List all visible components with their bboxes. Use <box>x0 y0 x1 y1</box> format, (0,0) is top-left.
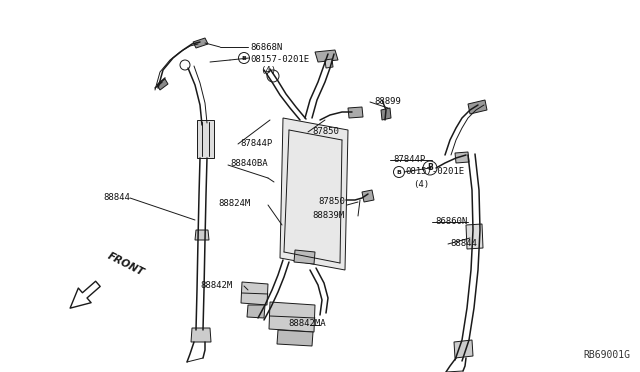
Polygon shape <box>157 79 168 90</box>
Text: 88844: 88844 <box>103 192 130 202</box>
Polygon shape <box>348 107 363 118</box>
Polygon shape <box>241 282 268 305</box>
Text: 88844: 88844 <box>450 238 477 247</box>
Text: 88840BA: 88840BA <box>230 160 268 169</box>
Text: 88824M: 88824M <box>218 199 250 208</box>
Circle shape <box>394 167 404 177</box>
Polygon shape <box>362 190 374 202</box>
Circle shape <box>180 60 190 70</box>
Polygon shape <box>315 50 338 62</box>
Text: RB69001G: RB69001G <box>583 350 630 360</box>
Text: 86860N: 86860N <box>435 217 467 225</box>
Polygon shape <box>454 340 473 358</box>
Text: FRONT: FRONT <box>106 251 146 278</box>
Polygon shape <box>455 152 469 163</box>
Text: B: B <box>241 55 246 61</box>
Text: (4): (4) <box>260 67 276 76</box>
Polygon shape <box>280 118 348 270</box>
Text: 87850: 87850 <box>318 196 345 205</box>
Polygon shape <box>269 302 315 332</box>
FancyArrowPatch shape <box>70 281 100 308</box>
Text: 88899: 88899 <box>374 96 401 106</box>
Polygon shape <box>325 59 333 68</box>
Text: 88839M: 88839M <box>312 211 344 219</box>
Circle shape <box>423 161 437 175</box>
Text: 08157-0201E: 08157-0201E <box>405 167 464 176</box>
Text: 87850: 87850 <box>312 126 339 135</box>
Polygon shape <box>195 230 209 240</box>
Text: 88842M: 88842M <box>200 280 232 289</box>
Circle shape <box>267 70 279 82</box>
Polygon shape <box>193 38 208 48</box>
Polygon shape <box>468 100 487 114</box>
Polygon shape <box>466 224 483 249</box>
Polygon shape <box>381 108 391 120</box>
Text: 08157-0201E: 08157-0201E <box>250 55 309 64</box>
Text: B: B <box>427 164 433 173</box>
Polygon shape <box>294 250 315 264</box>
Polygon shape <box>197 120 214 158</box>
Text: 86868N: 86868N <box>250 42 282 51</box>
Polygon shape <box>277 330 313 346</box>
Text: 87844P: 87844P <box>393 154 425 164</box>
Text: (4): (4) <box>413 180 429 189</box>
Polygon shape <box>247 305 265 318</box>
Text: 87844P: 87844P <box>240 138 272 148</box>
Circle shape <box>239 52 250 64</box>
Text: B: B <box>397 170 401 174</box>
Text: 88842MA: 88842MA <box>288 320 326 328</box>
Polygon shape <box>191 328 211 342</box>
